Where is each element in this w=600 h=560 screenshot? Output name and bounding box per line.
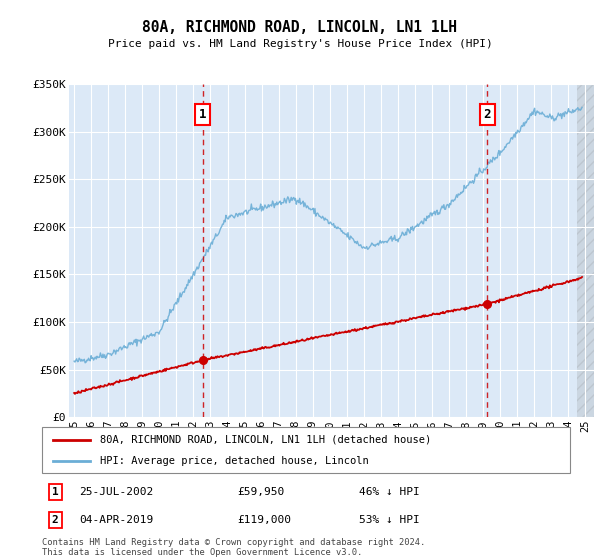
Text: 25-JUL-2002: 25-JUL-2002 [79, 487, 153, 497]
Text: 46% ↓ HPI: 46% ↓ HPI [359, 487, 419, 497]
Text: 04-APR-2019: 04-APR-2019 [79, 515, 153, 525]
Text: 2: 2 [52, 515, 59, 525]
Bar [577, 84, 594, 417]
Text: 1: 1 [199, 108, 207, 121]
Text: 2: 2 [484, 108, 491, 121]
Text: Contains HM Land Registry data © Crown copyright and database right 2024.
This d: Contains HM Land Registry data © Crown c… [42, 538, 425, 557]
Text: £119,000: £119,000 [238, 515, 292, 525]
Text: 80A, RICHMOND ROAD, LINCOLN, LN1 1LH: 80A, RICHMOND ROAD, LINCOLN, LN1 1LH [143, 20, 458, 35]
Text: 80A, RICHMOND ROAD, LINCOLN, LN1 1LH (detached house): 80A, RICHMOND ROAD, LINCOLN, LN1 1LH (de… [100, 435, 431, 445]
Text: Price paid vs. HM Land Registry's House Price Index (HPI): Price paid vs. HM Land Registry's House … [107, 39, 493, 49]
Text: 1: 1 [52, 487, 59, 497]
FancyBboxPatch shape [42, 427, 570, 473]
Text: 53% ↓ HPI: 53% ↓ HPI [359, 515, 419, 525]
Text: HPI: Average price, detached house, Lincoln: HPI: Average price, detached house, Linc… [100, 456, 369, 466]
Text: £59,950: £59,950 [238, 487, 284, 497]
